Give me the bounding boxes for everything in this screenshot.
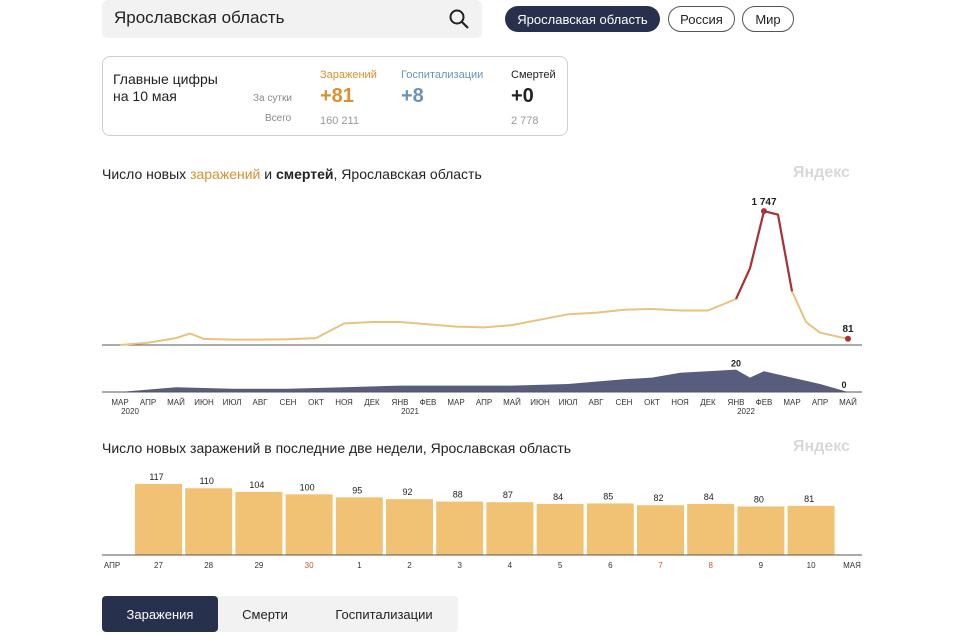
search-input[interactable]: Ярославская область	[114, 8, 285, 27]
summary-heading-line2: на 10 мая	[113, 88, 177, 104]
month-tick-label: ДЕК	[364, 398, 380, 407]
per-day-label: За сутки	[253, 93, 292, 104]
deaths-title: Смертей	[511, 69, 556, 81]
month-tick-label: СЕН	[280, 398, 297, 407]
month-tick-label: МАР	[783, 398, 800, 407]
year-tick-label: 2020	[121, 407, 139, 416]
infections-line	[119, 210, 849, 346]
infections-peak-segment	[734, 209, 794, 300]
month-tick-label: АПР	[140, 398, 156, 407]
deaths-peak-label: 20	[731, 359, 741, 369]
pill-yaroslavl[interactable]: Ярославская область	[505, 6, 660, 32]
chart1-title: Число новых заражений и смертей, Ярослав…	[102, 166, 482, 182]
chart1-title-part1: Число новых	[102, 166, 191, 182]
chart2-title: Число новых заражений в последние две не…	[102, 440, 572, 456]
month-tick-label: МАЙ	[167, 398, 185, 407]
month-tick-label: ОКТ	[644, 398, 660, 407]
month-tick-label: ИЮН	[194, 398, 214, 407]
hospitalizations-title: Госпитализации	[401, 69, 484, 81]
chart1-watermark: Яндекс	[793, 164, 850, 181]
infections-today: +81	[320, 85, 354, 107]
month-tick-label: ОКТ	[308, 398, 324, 407]
chart1-title-part3: и	[260, 166, 276, 182]
month-tick-label: ФЕВ	[420, 398, 437, 407]
month-tick-label: СЕН	[616, 398, 633, 407]
summary-heading-line1: Главные цифры	[113, 71, 218, 87]
month-tick-label: МАЙ	[839, 398, 857, 407]
last-point	[845, 335, 851, 342]
month-tick-label: ИЮН	[530, 398, 550, 407]
infections-total: 160 211	[320, 115, 359, 127]
search-box[interactable]: Ярославская область	[102, 0, 482, 38]
month-tick-label: МАЙ	[503, 398, 521, 407]
month-tick-label: ЯНВ	[392, 398, 409, 407]
summary-heading: Главные цифры на 10 мая	[113, 71, 218, 105]
month-tick-label: ИЮЛ	[223, 398, 242, 407]
deaths-last-label: 0	[841, 380, 846, 390]
search-icon[interactable]	[448, 8, 470, 30]
tab-deaths[interactable]: Смерти	[242, 606, 288, 622]
last-value-label: 81	[842, 324, 854, 335]
summary-card: Главные цифры на 10 мая За сутки Всего З…	[102, 56, 568, 136]
month-tick-label: ИЮЛ	[559, 398, 578, 407]
month-tick-label: МАР	[447, 398, 464, 407]
month-tick-label: АВГ	[588, 398, 604, 407]
peak-label: 1 747	[751, 197, 776, 208]
chart1-title-deaths: смертей	[275, 166, 334, 182]
peak-point	[761, 208, 767, 215]
tab-infections[interactable]: Заражения	[102, 596, 218, 632]
month-tick-label: НОЯ	[335, 398, 353, 407]
total-label: Всего	[265, 113, 292, 124]
metric-tabs: Заражения Смерти Госпитализации	[102, 596, 458, 632]
month-tick-label: МАР	[111, 398, 128, 407]
year-tick-label: 2022	[737, 407, 755, 416]
deaths-today: +0	[511, 85, 534, 107]
chart1-title-part5: , Ярославская область	[333, 166, 482, 182]
month-tick-label: ДЕК	[700, 398, 716, 407]
pill-world[interactable]: Мир	[742, 6, 794, 32]
tab-hospitalizations[interactable]: Госпитализации	[335, 606, 433, 622]
hospitalizations-today: +8	[401, 85, 424, 107]
deaths-area	[120, 369, 848, 392]
deaths-total: 2 778	[511, 115, 539, 127]
month-tick-label: ФЕВ	[756, 398, 773, 407]
infections-title: Заражений	[320, 69, 377, 81]
month-tick-label: АПР	[812, 398, 828, 407]
year-tick-label: 2021	[401, 407, 419, 416]
month-tick-label: АПР	[476, 398, 492, 407]
month-tick-label: АВГ	[252, 398, 268, 407]
chart2-watermark: Яндекс	[793, 438, 850, 455]
chart1-title-infections: заражений	[190, 166, 261, 182]
month-tick-label: ЯНВ	[728, 398, 745, 407]
month-tick-label: НОЯ	[671, 398, 689, 407]
pill-russia[interactable]: Россия	[668, 6, 735, 32]
